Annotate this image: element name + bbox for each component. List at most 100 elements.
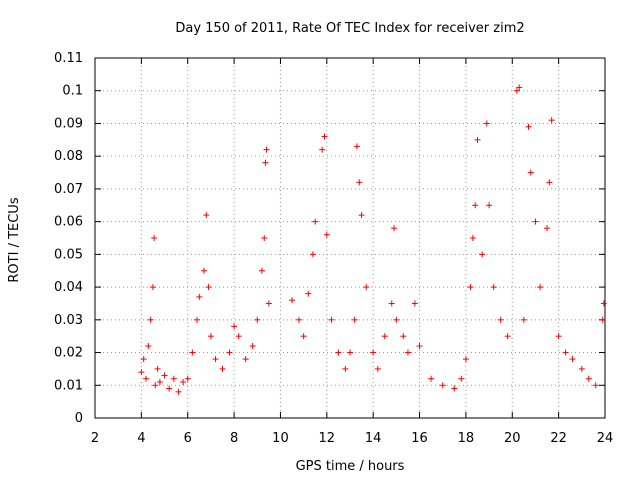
roti-data-point (226, 349, 233, 356)
roti-data-point (289, 297, 296, 304)
roti-data-point (166, 385, 173, 392)
roti-data-point (154, 365, 161, 372)
roti-data-point (200, 267, 207, 274)
roti-data-point (231, 323, 238, 330)
roti-data-point (428, 375, 435, 382)
roti-data-point (400, 333, 407, 340)
x-axis-ticks: 2 4 6 8 10 12 14 16 18 20 22 24 (91, 58, 613, 446)
roti-data-point (262, 159, 269, 166)
roti-data-point (261, 235, 268, 241)
y-tick-label: 0.05 (54, 247, 83, 262)
roti-data-point (467, 284, 474, 291)
roti-data-point (381, 333, 388, 340)
y-tick-label: 0.04 (54, 280, 83, 295)
roti-data-point (328, 316, 335, 323)
roti-data-point (138, 369, 145, 376)
roti-data-point (411, 300, 418, 307)
x-tick-label: 4 (137, 431, 145, 446)
y-tick-label: 0.07 (54, 182, 83, 197)
roti-data-point (205, 284, 212, 291)
roti-data-point (363, 284, 370, 291)
roti-data-point (525, 123, 532, 130)
roti-data-point (152, 382, 159, 389)
roti-data-point (490, 284, 497, 291)
roti-data-point (562, 349, 569, 356)
y-axis-label: ROTI / TECUs (7, 197, 22, 282)
roti-data-point (258, 267, 265, 274)
roti-data-point (203, 212, 210, 219)
roti-data-point (180, 379, 187, 385)
roti-data-point (532, 218, 539, 225)
roti-data-point (548, 117, 555, 124)
roti-data-point (351, 316, 358, 323)
roti-data-point (458, 375, 465, 382)
x-tick-label: 16 (411, 431, 428, 446)
roti-data-point (170, 375, 177, 382)
roti-data-point (175, 388, 182, 395)
roti-data-point (497, 316, 504, 323)
y-tick-label: 0.06 (54, 215, 83, 230)
roti-data-point (451, 385, 458, 392)
roti-data-point (309, 251, 316, 258)
roti-data-point (358, 212, 365, 219)
x-tick-label: 24 (597, 431, 614, 446)
y-tick-label: 0.01 (54, 378, 83, 393)
x-tick-label: 14 (365, 431, 382, 446)
roti-data-point (592, 382, 599, 389)
roti-data-point (300, 333, 307, 340)
roti-data-point (335, 349, 342, 356)
roti-data-point (319, 146, 326, 153)
roti-data-point (143, 375, 149, 382)
x-tick-label: 10 (272, 431, 289, 446)
roti-data-point (140, 356, 147, 363)
roti-data-point (189, 349, 196, 356)
y-axis-ticks: 0 0.01 0.02 0.03 0.04 0.05 0.06 0.07 0.08 0.09 0.1… (54, 51, 605, 426)
roti-data-point (342, 365, 349, 372)
x-tick-label: 20 (504, 431, 521, 446)
roti-data-point (353, 143, 360, 150)
roti-data-point (151, 235, 158, 241)
y-tick-label: 0.09 (54, 116, 83, 131)
roti-data-point (149, 284, 156, 291)
roti-data-point (600, 300, 607, 307)
y-tick-label: 0.02 (54, 346, 83, 361)
roti-data-point (156, 379, 163, 385)
roti-data-point (312, 218, 319, 225)
roti-data-point (469, 235, 476, 241)
roti-data-point (486, 202, 493, 209)
roti-data-point (479, 251, 486, 258)
chart-title: Day 150 of 2011, Rate Of TEC Index for r… (175, 21, 524, 36)
roti-data-point (416, 343, 423, 349)
roti-data-point (546, 179, 553, 186)
roti-data-point (516, 84, 523, 91)
roti-data-point (544, 225, 551, 232)
roti-data-point (212, 356, 219, 363)
roti-data-point (145, 343, 152, 349)
roti-data-point (305, 290, 312, 297)
roti-data-point (569, 356, 576, 363)
roti-data-point (196, 293, 203, 300)
roti-data-point (242, 356, 249, 363)
x-tick-label: 18 (458, 431, 475, 446)
x-tick-label: 2 (91, 431, 99, 446)
y-tick-label: 0 (75, 411, 83, 426)
roti-data-point (374, 365, 381, 372)
y-tick-label: 0.08 (54, 149, 83, 164)
roti-data-point (513, 87, 520, 94)
roti-data-point (439, 382, 446, 389)
roti-data-point (147, 316, 154, 323)
roti-data-point (263, 146, 270, 153)
roti-data-point (483, 120, 490, 127)
roti-data-point (462, 356, 469, 363)
roti-data-point (254, 316, 261, 323)
roti-data-point (249, 343, 256, 349)
roti-data-point (194, 316, 200, 323)
roti-data-point (527, 169, 534, 176)
roti-data-point (578, 365, 585, 372)
y-tick-label: 0.11 (54, 51, 83, 66)
grid-lines (95, 58, 605, 418)
x-tick-label: 12 (319, 431, 336, 446)
roti-data-point (265, 300, 272, 307)
y-tick-label: 0.1 (62, 84, 83, 99)
